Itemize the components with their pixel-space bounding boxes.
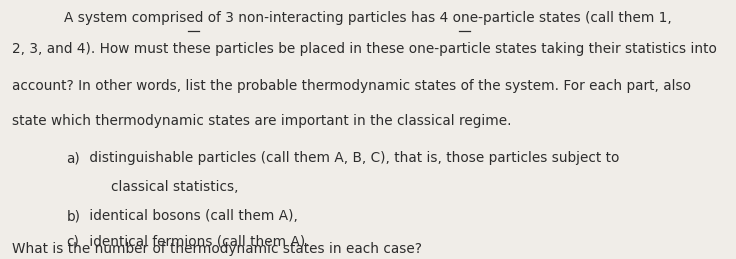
Text: a): a) (66, 151, 80, 165)
Text: What is the number of thermodynamic states in each case?: What is the number of thermodynamic stat… (13, 242, 422, 256)
Text: A system comprised of 3 non-interacting particles has 4 one-particle states (cal: A system comprised of 3 non-interacting … (64, 11, 672, 25)
Text: identical fermions (call them A).: identical fermions (call them A). (85, 235, 309, 249)
Text: 2, 3, and 4). How must these particles be placed in these one-particle states ta: 2, 3, and 4). How must these particles b… (13, 42, 718, 56)
Text: b): b) (66, 210, 80, 224)
Text: c): c) (66, 235, 79, 249)
Text: classical statistics,: classical statistics, (110, 180, 238, 194)
Text: distinguishable particles (call them A, B, C), that is, those particles subject : distinguishable particles (call them A, … (85, 151, 619, 165)
Text: identical bosons (call them A),: identical bosons (call them A), (85, 210, 297, 224)
Text: account? In other words, list the probable thermodynamic states of the system. F: account? In other words, list the probab… (13, 79, 691, 93)
Text: state which thermodynamic states are important in the classical regime.: state which thermodynamic states are imp… (13, 114, 512, 128)
